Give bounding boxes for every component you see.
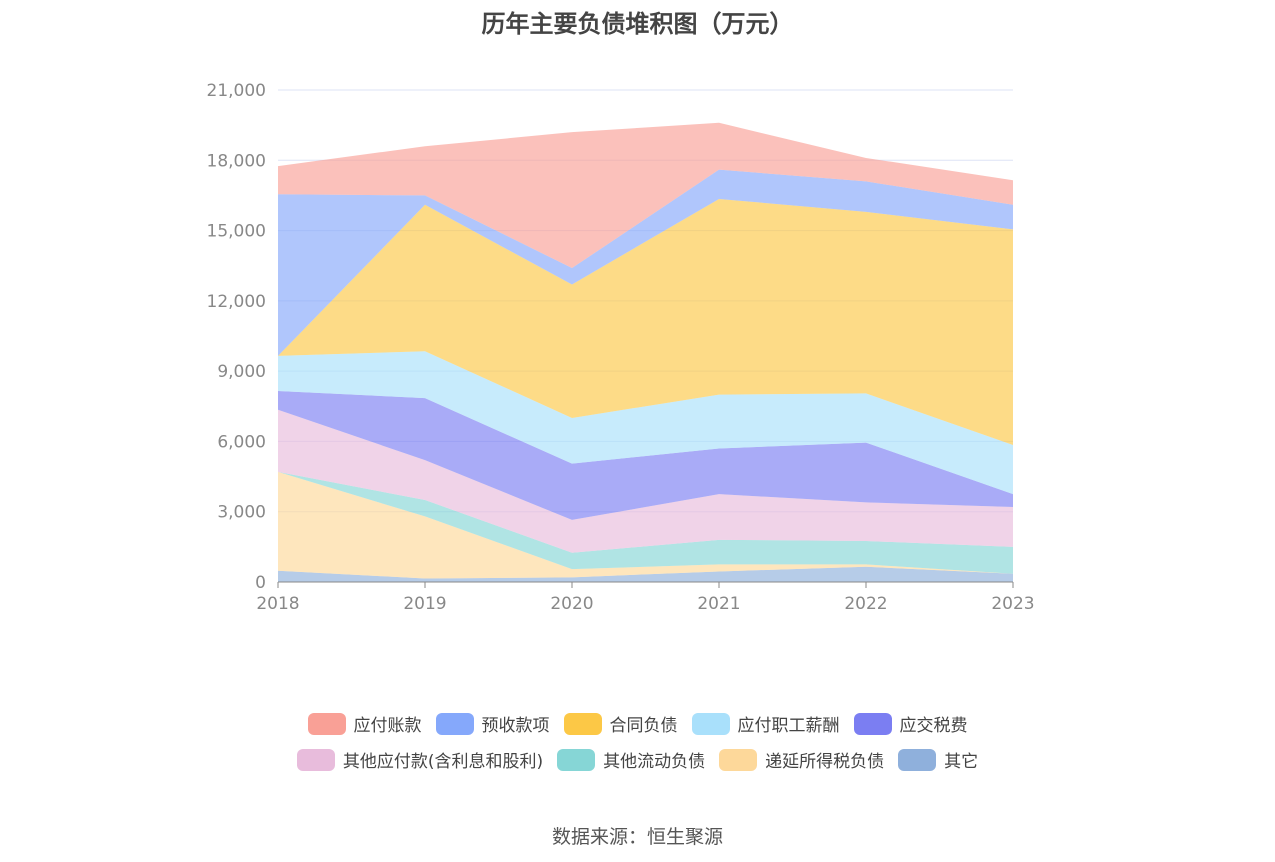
area-series: [278, 122, 1013, 582]
y-tick-label: 3,000: [217, 503, 266, 523]
legend-label: 其他流动负债: [603, 752, 706, 772]
legend-swatch: [719, 748, 758, 771]
legend-swatch: [435, 712, 474, 735]
area-series: [278, 566, 1013, 582]
area-series: [278, 169, 1013, 356]
legend-label: 应交税费: [899, 716, 968, 736]
y-tick-label: 18,000: [207, 151, 266, 171]
legend-label: 合同负债: [609, 716, 678, 736]
x-tick-label: 2020: [550, 594, 593, 614]
y-tick-label: 21,000: [207, 81, 266, 101]
y-tick-label: 9,000: [217, 362, 266, 382]
legend-label: 应付职工薪酬: [737, 716, 840, 736]
legend-label: 其它: [944, 752, 979, 772]
legend-item[interactable]: 其它: [898, 747, 978, 772]
x-tick-label: 2019: [403, 594, 446, 614]
chart-title: 历年主要负债堆积图（万元）: [481, 10, 794, 38]
legend-item[interactable]: 应交税费: [853, 711, 968, 736]
legend-item[interactable]: 应付账款: [307, 711, 422, 736]
legend-swatch: [296, 748, 335, 771]
axes: 0 3,000 6,000 9,000 12,000 15,000 18,000 21,000…: [207, 81, 1035, 614]
legend-swatch: [307, 712, 346, 735]
x-tick-label: 2023: [991, 594, 1034, 614]
stacked-area-chart: 0 3,000 6,000 9,000 12,000 15,000 18,000 21,000…: [207, 81, 1035, 614]
legend-item[interactable]: 预收款项: [435, 711, 550, 736]
area-series: [278, 351, 1013, 495]
legend-row-1: 应付账款 预收款项 合同负债 应付职工薪酬 应交税费: [0, 711, 1275, 736]
x-tick-label: 2018: [256, 594, 299, 614]
x-tick-label: 2022: [844, 594, 887, 614]
area-series: [278, 409, 1013, 553]
legend-item[interactable]: 应付职工薪酬: [691, 711, 840, 736]
legend-label: 预收款项: [481, 716, 550, 736]
legend-label: 其他应付款(含利息和股利): [342, 752, 544, 772]
legend-swatch: [853, 712, 892, 735]
area-series: [278, 471, 1013, 579]
area-series: [278, 122, 1013, 269]
legend-swatch: [898, 748, 937, 771]
legend-item[interactable]: 递延所得税负债: [719, 747, 884, 772]
area-series: [278, 391, 1013, 520]
legend-label: 应付账款: [353, 716, 422, 736]
legend-item[interactable]: 其他流动负债: [557, 747, 705, 772]
legend-item[interactable]: 其他应付款(含利息和股利): [296, 747, 544, 772]
legend-swatch: [563, 712, 602, 735]
legend-swatch: [691, 712, 730, 735]
area-series: [278, 198, 1013, 445]
y-tick-label: 6,000: [217, 432, 266, 452]
x-tick-label: 2021: [697, 594, 740, 614]
y-tick-label: 0: [255, 573, 266, 593]
legend-item[interactable]: 合同负债: [563, 711, 678, 736]
legend-label: 递延所得税负债: [765, 752, 885, 772]
area-series: [278, 471, 1013, 574]
y-tick-label: 12,000: [207, 292, 266, 312]
legend-swatch: [557, 748, 596, 771]
data-source-note: 数据来源：恒生聚源: [551, 826, 723, 848]
y-tick-label: 15,000: [207, 222, 266, 242]
legend-row-2: 其他应付款(含利息和股利) 其他流动负债 递延所得税负债 其它: [0, 747, 1275, 772]
